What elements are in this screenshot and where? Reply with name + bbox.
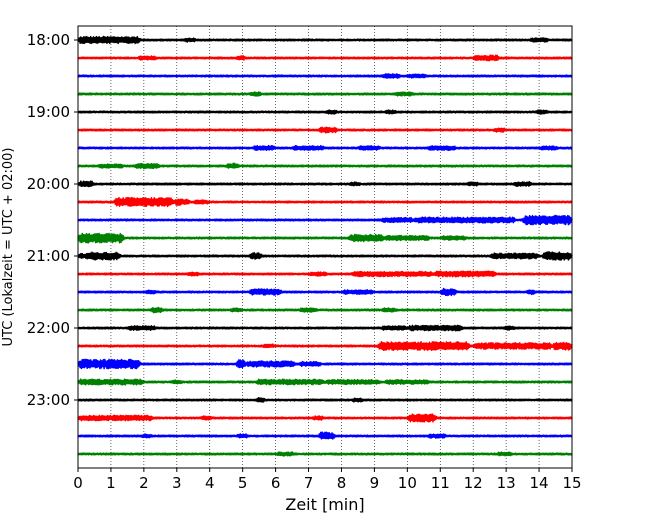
trace-line	[77, 397, 573, 403]
x-tick-label: 2	[139, 474, 149, 492]
x-tick-label: 5	[238, 474, 248, 492]
y-tick-label: 18:00	[27, 31, 70, 49]
trace-line	[77, 413, 573, 423]
trace-line	[77, 431, 573, 440]
x-tick-label: 14	[530, 474, 549, 492]
trace-line	[77, 162, 573, 170]
trace-line	[77, 306, 573, 314]
trace-line	[77, 35, 573, 45]
trace-line	[77, 232, 573, 244]
x-tick-label: 6	[271, 474, 281, 492]
y-tick-label: 23:00	[27, 391, 70, 409]
x-tick-label: 13	[497, 474, 516, 492]
x-tick-label: 0	[73, 474, 83, 492]
trace-line	[77, 54, 573, 62]
x-tick-label: 12	[464, 474, 483, 492]
plot-frame	[77, 25, 573, 469]
x-tick-label: 3	[172, 474, 182, 492]
trace-line	[77, 287, 573, 297]
y-axis-label: UTC (Lokalzeit = UTC + 02:00)	[1, 148, 16, 347]
y-tick-label: 22:00	[27, 319, 70, 337]
grid-lines	[110, 26, 540, 468]
trace-line	[77, 196, 573, 208]
x-tick-label: 4	[205, 474, 215, 492]
x-tick-label: 8	[337, 474, 347, 492]
x-tick-label: 11	[431, 474, 450, 492]
trace-line	[77, 270, 573, 278]
trace-line	[77, 73, 573, 79]
y-tick-label: 20:00	[27, 175, 70, 193]
x-axis-label: Zeit [min]	[285, 495, 364, 514]
x-tick-label: 1	[106, 474, 116, 492]
y-tick-label: 21:00	[27, 247, 70, 265]
trace-line	[77, 91, 573, 97]
x-tick-label: 15	[562, 474, 581, 492]
trace-line	[77, 251, 573, 261]
trace-line	[77, 451, 573, 457]
x-tick-label: 10	[398, 474, 417, 492]
y-axis: 18:00 19:00 20:00 21:00 22:00 23:00	[27, 31, 78, 409]
y-tick-label: 19:00	[27, 103, 70, 121]
x-tick-label: 9	[370, 474, 380, 492]
x-tick-label: 7	[304, 474, 314, 492]
trace-line	[77, 358, 573, 370]
trace-line	[77, 144, 573, 151]
seismogram-traces	[77, 35, 573, 457]
trace-line	[77, 109, 573, 115]
trace-line	[77, 214, 573, 226]
x-axis: 0 1 2 3 4 5 6 7 8 9 10 11 12 13 14 15	[73, 468, 582, 492]
trace-line	[77, 378, 573, 386]
trace-line	[77, 324, 573, 332]
trace-line	[77, 126, 573, 134]
trace-line	[77, 340, 573, 352]
trace-line	[77, 180, 573, 188]
